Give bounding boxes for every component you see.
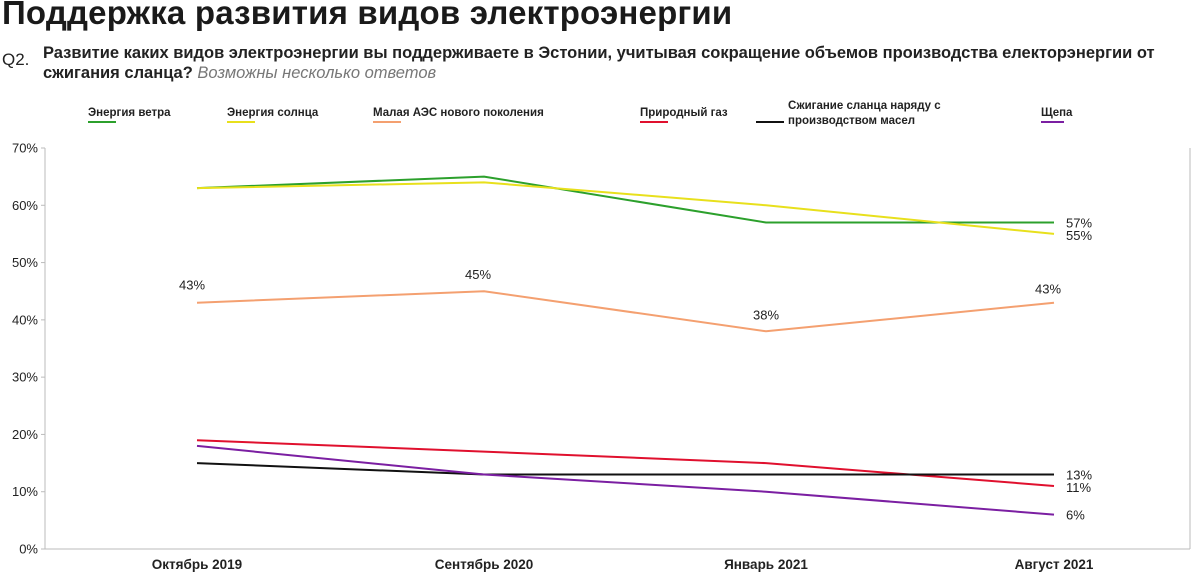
- series-line: [196, 439, 1055, 487]
- legend-item: Сжигание сланца наряду с производством ма…: [756, 100, 941, 127]
- chart-axes: 0% 10% 20% 30% 40% 50% 60% 70% Октябрь 2019 Сентя…: [12, 141, 1191, 572]
- data-label: 55%: [1066, 228, 1092, 243]
- legend-label: Энергия солнца: [227, 107, 319, 119]
- legend-label: Энергия ветра: [88, 107, 171, 119]
- question-text: Развитие каких видов электроэнергии вы п…: [43, 43, 1193, 83]
- legend-item: Щепа: [1041, 107, 1073, 123]
- question-note: Возможны несколько ответов: [197, 64, 437, 82]
- chart-series: [196, 175, 1055, 516]
- y-tick-label: 50%: [12, 255, 38, 270]
- legend-label: производством масел: [788, 115, 915, 127]
- question-main: Развитие каких видов электроэнергии вы п…: [43, 44, 1155, 82]
- x-tick-label: Август 2021: [1015, 557, 1094, 572]
- y-tick-label: 70%: [12, 141, 38, 156]
- legend-label: Щепа: [1041, 107, 1073, 119]
- chart-legend: Энергия ветра Энергия солнца Малая АЭС нов…: [88, 100, 1073, 127]
- y-tick-label: 60%: [12, 198, 38, 213]
- x-tick-label: Сентябрь 2020: [435, 557, 534, 572]
- data-label: 43%: [1035, 282, 1061, 297]
- data-label: 13%: [1066, 468, 1092, 483]
- y-tick-label: 20%: [12, 427, 38, 442]
- data-label: 6%: [1066, 508, 1085, 523]
- chart-data-labels: 57%55% 43% 45% 38% 43% 11%13% 6%: [179, 215, 1092, 522]
- data-label: 45%: [465, 267, 491, 282]
- data-label: 11%: [1066, 480, 1091, 495]
- y-tick-label: 40%: [12, 312, 38, 327]
- legend-label: Сжигание сланца наряду с: [788, 100, 941, 112]
- y-tick-label: 10%: [12, 484, 38, 499]
- data-label: 57%: [1066, 215, 1092, 230]
- x-tick-label: Январь 2021: [724, 557, 808, 572]
- legend-item: Энергия солнца: [227, 107, 319, 123]
- legend-item: Малая АЭС нового поколения: [373, 107, 544, 123]
- x-tick-label: Октябрь 2019: [152, 557, 242, 572]
- legend-label: Малая АЭС нового поколения: [373, 107, 544, 119]
- y-tick-label: 30%: [12, 370, 38, 385]
- question-number: Q2.: [2, 50, 30, 69]
- series-line: [196, 290, 1055, 333]
- series-line: [196, 444, 1055, 516]
- series-line: [196, 175, 1054, 224]
- data-label: 38%: [753, 307, 779, 322]
- series-line: [196, 462, 1054, 476]
- legend-item: Природный газ: [640, 107, 728, 123]
- series-line: [196, 181, 1055, 235]
- legend-item: Энергия ветра: [88, 107, 171, 123]
- legend-label: Природный газ: [640, 107, 728, 119]
- page-title: Поддержка развития видов электроэнергии: [2, 0, 733, 31]
- data-label: 43%: [179, 278, 205, 293]
- y-tick-label: 0%: [19, 542, 38, 557]
